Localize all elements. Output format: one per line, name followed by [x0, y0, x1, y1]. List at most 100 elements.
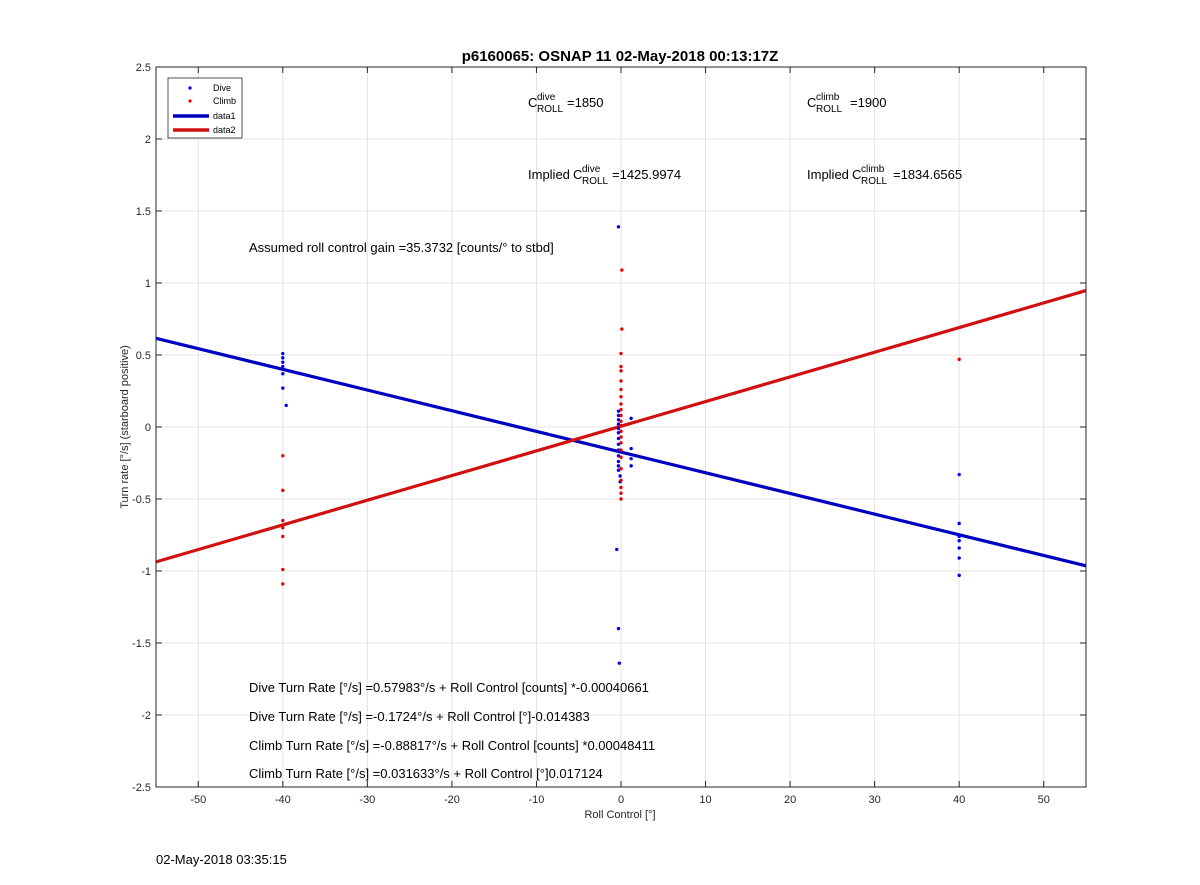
- climb-point: [957, 357, 961, 362]
- climb-point: [281, 454, 285, 458]
- climb-point: [281, 567, 285, 572]
- svg-text:=1850: =1850: [567, 95, 604, 110]
- svg-text:C: C: [528, 95, 537, 110]
- dive-point: [616, 426, 621, 431]
- climb-point: [620, 268, 624, 272]
- climb-point: [619, 435, 623, 439]
- dive-point: [616, 409, 621, 413]
- dive-point: [616, 626, 621, 631]
- dive-point: [629, 446, 633, 451]
- x-tick-label: 40: [953, 794, 965, 806]
- climb-point: [619, 485, 623, 490]
- svg-text:ROLL: ROLL: [537, 104, 564, 115]
- equation-climb-degrees: Climb Turn Rate [°/s] =0.031633°/s + Rol…: [249, 766, 603, 781]
- dive-point: [957, 546, 961, 550]
- x-tick-label: 10: [699, 794, 711, 806]
- y-tick-label: 2.5: [136, 62, 151, 74]
- annotation-implied-dive: Implied C dive ROLL =1425.9974: [528, 164, 681, 187]
- climb-point: [619, 395, 623, 399]
- dive-point: [616, 468, 621, 472]
- climb-point: [619, 413, 623, 418]
- footer-timestamp: 02-May-2018 03:35:15: [156, 852, 287, 867]
- climb-point: [620, 327, 624, 331]
- climb-point: [619, 441, 623, 445]
- dive-point: [616, 464, 621, 468]
- climb-point: [619, 497, 623, 501]
- dive-point: [616, 431, 621, 435]
- dive-point: [616, 422, 621, 426]
- dive-point: [957, 556, 961, 560]
- y-axis-label: Turn rate [°/s] (starboard positive): [119, 345, 131, 509]
- dive-point: [616, 436, 621, 441]
- dive-point: [284, 403, 288, 408]
- svg-text:dive: dive: [537, 92, 556, 103]
- y-tick-label: -1: [141, 566, 151, 578]
- y-tick-label: 0.5: [136, 350, 151, 362]
- y-tick-label: -1.5: [132, 638, 151, 650]
- dive-point: [616, 442, 621, 446]
- climb-point: [619, 379, 623, 383]
- x-tick-label: 50: [1038, 794, 1050, 806]
- dive-point: [629, 464, 633, 468]
- climb-point: [281, 534, 285, 539]
- climb-point: [619, 448, 623, 452]
- climb-point: [619, 429, 623, 434]
- dive-point: [281, 372, 285, 376]
- dive-point: [957, 573, 961, 578]
- svg-text:climb: climb: [816, 92, 840, 103]
- dive-point: [616, 413, 621, 418]
- x-tick-label: 30: [869, 794, 881, 806]
- legend-data2-label: data2: [213, 125, 236, 135]
- annotation-c-roll-dive: C dive ROLL =1850: [528, 92, 604, 115]
- legend: Dive Climb data1 data2: [167, 77, 243, 139]
- y-tick-label: -2: [141, 710, 151, 722]
- svg-text:C: C: [852, 167, 861, 182]
- climb-point: [619, 423, 623, 428]
- legend-dive-label: Dive: [213, 83, 231, 93]
- scatter-points: [281, 225, 961, 665]
- climb-point: [619, 467, 623, 471]
- climb-point: [281, 526, 285, 530]
- climb-point: [281, 582, 285, 586]
- svg-text:Implied: Implied: [807, 167, 853, 182]
- x-tick-label: 20: [784, 794, 796, 806]
- x-tick-label: -10: [529, 794, 545, 806]
- y-tick-label: 1: [145, 278, 151, 290]
- equation-dive-counts: Dive Turn Rate [°/s] =0.57983°/s + Roll …: [249, 680, 649, 695]
- y-tick-label: -0.5: [132, 494, 151, 506]
- dive-point: [617, 661, 622, 665]
- climb-point: [619, 402, 623, 406]
- svg-text:=1834.6565: =1834.6565: [893, 167, 962, 182]
- svg-text:C: C: [807, 95, 816, 110]
- svg-text:climb: climb: [861, 164, 885, 175]
- dive-point: [629, 416, 633, 421]
- svg-text:C: C: [573, 167, 582, 182]
- svg-text:ROLL: ROLL: [582, 176, 609, 187]
- x-axis-label: Roll Control [°]: [584, 809, 655, 821]
- dive-point: [615, 547, 619, 552]
- legend-climb-marker: [188, 99, 192, 103]
- y-tick-label: -2.5: [132, 782, 151, 794]
- y-tick-label: 2: [145, 134, 151, 146]
- climb-point: [281, 518, 285, 523]
- climb-point: [619, 369, 623, 373]
- svg-text:dive: dive: [582, 164, 601, 175]
- y-tick-label: 1.5: [136, 206, 151, 218]
- x-tick-label: 0: [618, 794, 624, 806]
- svg-text:=1900: =1900: [850, 95, 887, 110]
- x-tick-label: -50: [190, 794, 206, 806]
- dive-point: [281, 360, 285, 364]
- dive-point: [616, 448, 621, 452]
- climb-point: [619, 364, 623, 369]
- chart-title: p6160065: OSNAP 11 02-May-2018 00:13:17Z: [462, 48, 779, 65]
- dive-point: [281, 356, 285, 360]
- svg-text:ROLL: ROLL: [861, 176, 888, 187]
- dive-point: [957, 534, 961, 539]
- dive-point: [616, 225, 621, 229]
- climb-point: [619, 408, 623, 412]
- tick-labels: -50 -40 -30 -20 -10 0 10 20 30 40 50-2.5-2-1.5-1-0…: [132, 62, 1050, 806]
- annotation-implied-climb: Implied C climb ROLL =1834.6565: [807, 164, 962, 187]
- x-tick-label: -40: [275, 794, 291, 806]
- dive-point: [616, 454, 621, 458]
- fit-line-data1: [155, 336, 1087, 568]
